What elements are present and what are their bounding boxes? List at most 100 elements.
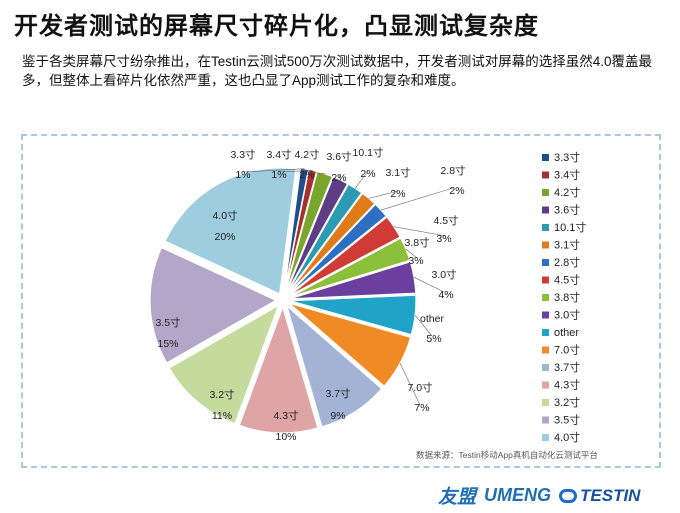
leader-line-7-0 (399, 363, 421, 406)
legend-swatch-3-6 (542, 206, 549, 214)
chart-frame (21, 134, 661, 468)
slice-value-other: 5% (426, 333, 441, 345)
pie-slice-3-7 (285, 304, 383, 428)
legend-swatch-7-0 (542, 346, 549, 354)
legend-label-2-8: 2.8寸 (554, 255, 580, 269)
slice-label-3-4: 3.4寸 (266, 148, 291, 161)
slice-label-3-6: 3.6寸 (326, 150, 351, 163)
legend-label-3-0: 3.0寸 (554, 308, 580, 322)
pie-slice-other (289, 294, 417, 336)
pie-slice-3-2 (168, 304, 280, 425)
leader-line-3-6 (338, 174, 341, 181)
slice-value-2-8: 2% (449, 185, 464, 197)
legend-label-3-3: 3.3寸 (554, 150, 580, 164)
slice-value-3-8: 3% (408, 255, 423, 267)
legend-swatch-3-8 (542, 294, 549, 301)
slice-label-3-5: 3.5寸 (155, 316, 180, 329)
slice-label-7-0: 7.0寸 (407, 381, 432, 394)
slice-value-4-3: 10% (275, 431, 296, 443)
legend-swatch-4-3 (542, 381, 549, 389)
pie-slice-4-3 (238, 305, 319, 434)
legend-swatch-4-5 (542, 276, 549, 284)
legend-swatch-3-5 (542, 416, 549, 424)
slice-label-4-5: 4.5寸 (433, 214, 458, 227)
testin-logo-text: TESTIN (580, 485, 641, 505)
slice-value-3-2: 11% (212, 410, 232, 422)
leader-line-other (414, 314, 433, 337)
slice-label-4-2: 4.2寸 (294, 148, 319, 161)
slice-label-3-0: 3.0寸 (431, 268, 456, 281)
legend-label-3-1: 3.1寸 (554, 238, 580, 252)
legend-swatch-3-4 (542, 171, 549, 179)
leader-line-3-4 (278, 170, 313, 173)
umeng-logo: UMENG (484, 485, 552, 505)
legend-swatch-other (542, 329, 549, 336)
leader-line-3-8 (405, 248, 418, 259)
leader-line-2-8 (380, 187, 454, 211)
slice-label-4-0: 4.0寸 (212, 209, 237, 222)
legend-swatch-10-1 (542, 224, 549, 231)
slice-label-3-2: 3.2寸 (209, 388, 234, 401)
youmeng-logo: 友盟 (438, 486, 477, 508)
legend-label-4-3: 4.3寸 (554, 378, 580, 392)
slice-label-3-8: 3.8寸 (404, 236, 429, 249)
slice-value-7-0: 7% (414, 402, 429, 414)
slice-value-10-1: 2% (360, 168, 375, 180)
legend-swatch-3-1 (542, 241, 549, 249)
legend-label-7-0: 7.0寸 (554, 343, 580, 357)
slice-label-3-1: 3.1寸 (385, 166, 410, 179)
legend-label-3-5: 3.5寸 (554, 413, 580, 427)
slice-value-3-1: 2% (390, 188, 405, 200)
legend-label-4-0: 4.0寸 (554, 430, 580, 444)
leader-line-3-1 (368, 190, 399, 199)
legend-label-3-6: 3.6寸 (554, 203, 580, 217)
slice-label-4-3: 4.3寸 (273, 409, 298, 422)
slice-value-4-5: 3% (436, 233, 451, 245)
legend-label-3-2: 3.2寸 (554, 395, 580, 409)
slice-value-3-7: 9% (330, 410, 345, 422)
pie-slice-2-8 (287, 203, 388, 296)
legend-swatch-3-0 (542, 311, 549, 319)
testin-logo: TESTIN (559, 486, 640, 506)
slice-value-3-3: 1% (235, 169, 250, 181)
legend-label-3-7: 3.7寸 (554, 360, 580, 374)
slice-value-3-5: 15% (157, 338, 178, 350)
legend-swatch-3-2 (542, 399, 549, 406)
slice-value-4-0: 20% (214, 231, 235, 243)
footer-logos: 友盟 UMENG TESTIN (438, 482, 640, 509)
data-source-note: 数据来源：Testin移动App真机自动化云测试平台 (416, 450, 598, 460)
slice-label-10-1: 10.1寸 (353, 146, 384, 159)
leader-line-10-1 (355, 170, 369, 189)
legend-label-other: other (554, 327, 579, 339)
page-title: 开发者测试的屏幕尺寸碎片化，凸显测试复杂度 (14, 13, 539, 40)
pie-slice-4-0 (164, 167, 297, 295)
legend-label-4-5: 4.5寸 (554, 273, 580, 287)
slice-value-3-6: 2% (331, 172, 346, 184)
legend-label-3-4: 3.4寸 (554, 168, 580, 182)
legend-label-10-1: 10.1寸 (554, 220, 586, 234)
pie-slice-4-2 (284, 170, 334, 294)
leader-line-3-0 (413, 277, 445, 293)
leader-line-4-5 (393, 226, 447, 237)
pie-slice-3-4 (283, 168, 318, 294)
pie-slice-3-5 (149, 246, 278, 364)
slice-label-2-8: 2.8寸 (440, 164, 465, 177)
slice-label-3-3: 3.3寸 (230, 148, 255, 161)
legend-swatch-3-7 (542, 364, 549, 371)
legend-swatch-4-0 (542, 434, 549, 441)
slice-value-4-2: 2% (299, 169, 314, 181)
pie-slice-3-0 (289, 261, 417, 300)
slice-label-3-7: 3.7寸 (325, 387, 350, 400)
description-text: 鉴于各类屏幕尺寸纷杂推出，在Testin云测试500万次测试数据中，开发者测试对… (22, 54, 653, 88)
legend-swatch-4-2 (542, 189, 549, 196)
slice-value-3-4: 1% (271, 169, 286, 181)
slice-label-other: other (420, 313, 444, 325)
leader-line-3-3 (242, 168, 305, 173)
legend-label-4-2: 4.2寸 (554, 185, 580, 199)
legend-swatch-3-3 (542, 154, 549, 161)
legend-label-3-8: 3.8寸 (554, 290, 580, 304)
slice-value-3-0: 4% (438, 289, 453, 301)
legend-swatch-2-8 (542, 259, 549, 266)
pie-slice-3-6 (285, 176, 349, 294)
